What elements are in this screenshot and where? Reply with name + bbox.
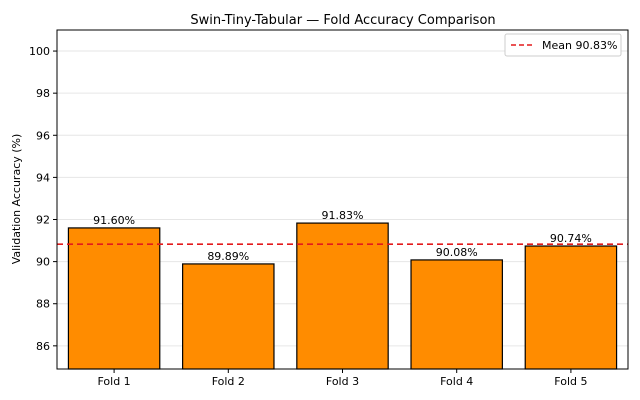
bar [182, 263, 275, 370]
y-axis-label: Validation Accuracy (%) [10, 134, 23, 265]
bars: 91.60% 89.89% 91.83% 90.08% 90.74% [67, 209, 618, 370]
tick-labels: 86 88 90 92 94 96 98 100 Fold 1 Fold 2 Fold 3 Fold … [29, 45, 588, 388]
bar [296, 222, 389, 370]
bar [524, 245, 618, 370]
y-tick-label: 94 [36, 171, 50, 184]
bar [67, 227, 161, 370]
y-tick-label: 90 [36, 256, 50, 269]
y-tick-label: 100 [29, 45, 50, 58]
legend-mean-label: Mean 90.83% [542, 39, 617, 52]
y-tick-label: 86 [36, 340, 50, 353]
y-tick-label: 92 [36, 214, 50, 227]
bar-value-label: 90.74% [550, 232, 592, 245]
y-tick-label: 96 [36, 129, 50, 142]
x-tick-label: Fold 4 [440, 375, 473, 388]
x-tick-label: Fold 3 [326, 375, 359, 388]
x-tick-label: Fold 2 [212, 375, 245, 388]
bar-value-label: 89.89% [207, 250, 249, 263]
bar-value-label: 91.83% [322, 209, 364, 222]
bar [410, 259, 503, 370]
y-tick-label: 98 [36, 87, 50, 100]
x-tick-label: Fold 1 [97, 375, 130, 388]
chart-title: Swin-Tiny-Tabular — Fold Accuracy Compar… [190, 13, 495, 28]
y-tick-label: 88 [36, 298, 50, 311]
bar-value-label: 90.08% [436, 246, 478, 259]
bar-value-label: 91.60% [93, 214, 135, 227]
x-tick-label: Fold 5 [554, 375, 587, 388]
legend: Mean 90.83% [504, 33, 622, 57]
legend-box [504, 33, 622, 57]
